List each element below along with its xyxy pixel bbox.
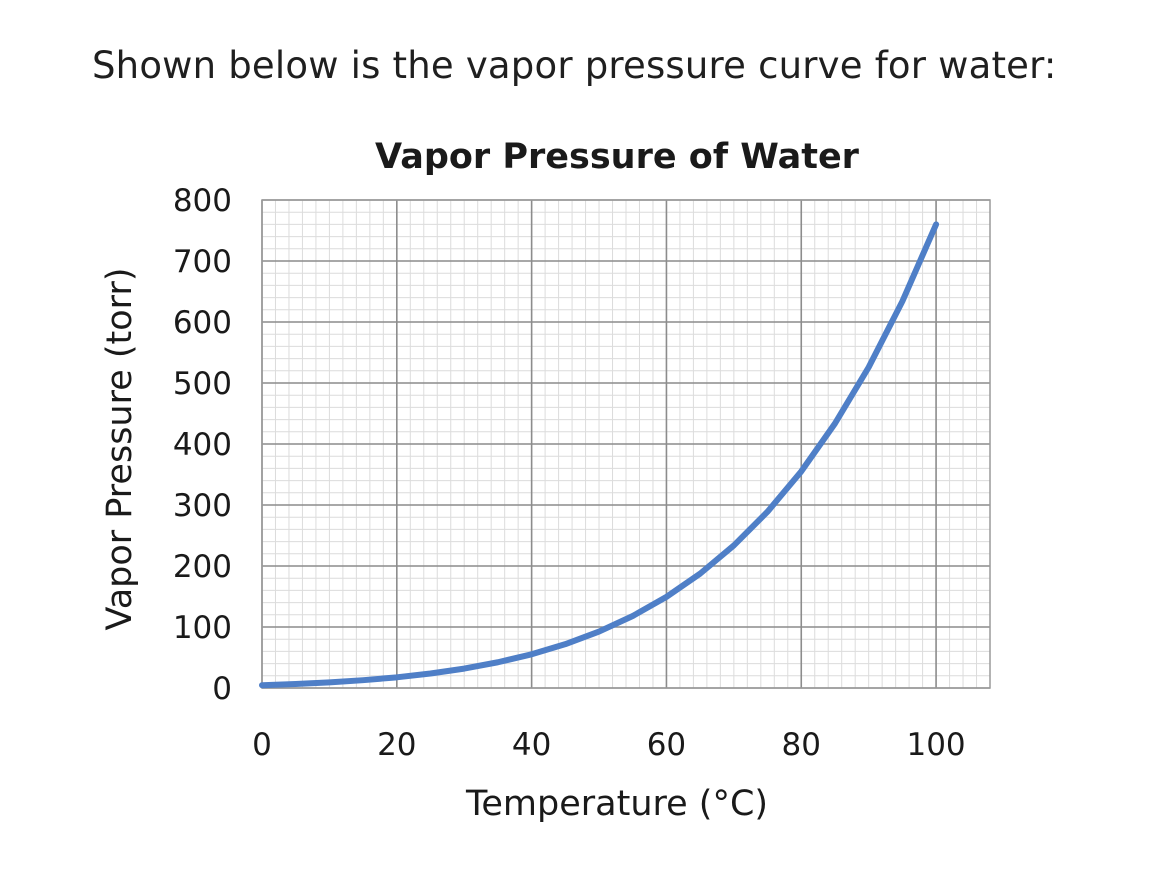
x-tick-label: 40 [512,727,551,763]
y-tick-label: 0 [212,671,232,707]
y-tick-label: 400 [173,427,232,463]
x-tick-label: 100 [906,727,965,763]
x-tick-label: 20 [377,727,416,763]
x-tick-label: 80 [782,727,821,763]
plot-area-border [261,199,991,689]
y-tick-label: 200 [173,549,232,585]
x-axis-label: Temperature (°C) [465,784,768,824]
major-grid [261,199,990,689]
y-axis-label: Vapor Pressure (torr) [100,267,140,630]
y-tick-label: 100 [173,610,232,646]
vapor-pressure-line [259,221,940,689]
x-axis-ticks: 0 20 40 60 80 100 [252,727,966,763]
y-tick-label: 700 [173,244,232,280]
x-tick-label: 60 [647,727,686,763]
y-axis-ticks: 0 100 200 300 400 500 600 700 800 [173,183,232,707]
y-tick-label: 600 [173,305,232,341]
y-tick-label: 800 [173,183,232,219]
chart-title: Vapor Pressure of Water [375,137,860,177]
intro-text: Shown below is the vapor pressure curve … [92,44,1057,87]
y-tick-label: 300 [173,488,232,524]
y-tick-label: 500 [173,366,232,402]
x-tick-label: 0 [252,727,272,763]
